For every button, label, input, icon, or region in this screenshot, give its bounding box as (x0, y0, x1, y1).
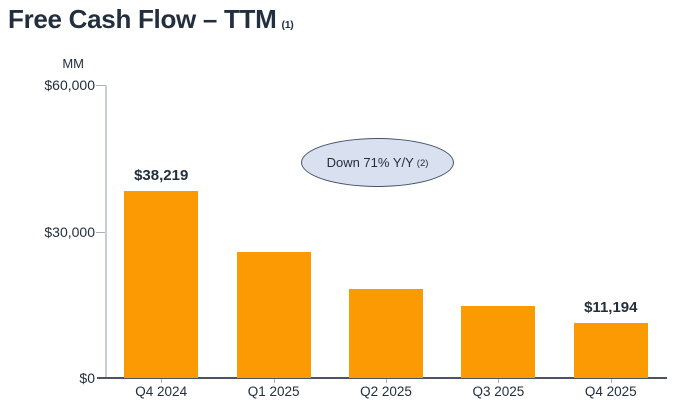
x-category-label: Q4 2025 (584, 384, 637, 399)
bar-q4-2025 (573, 323, 648, 378)
x-category-label: Q1 2025 (247, 384, 300, 399)
bar-q2-2025 (349, 289, 423, 378)
annotation-footnote-marker: (2) (416, 158, 429, 169)
bar-q1-2025 (236, 251, 311, 378)
x-axis-tick (273, 379, 275, 383)
y-axis-tick (96, 85, 105, 86)
x-axis-tick (161, 379, 163, 383)
bar-q4-2024 (124, 191, 199, 378)
annotation-text: Down 71% Y/Y (326, 155, 414, 170)
x-axis-line (97, 377, 667, 379)
x-category-label: Q2 2025 (360, 384, 412, 399)
y-axis-tick (96, 231, 105, 233)
title-footnote-marker: (1) (281, 19, 294, 31)
bar-value-label: $11,194 (584, 299, 638, 317)
bar-value-label: $38,219 (134, 167, 189, 185)
x-axis-tick (386, 379, 387, 383)
chart-title: Free Cash Flow – TTM (1) (8, 4, 294, 35)
bar-q3-2025 (461, 305, 536, 378)
x-axis-tick (610, 379, 612, 383)
y-tick-label: $30,000 (44, 223, 95, 240)
y-axis-line (105, 85, 107, 378)
y-axis-unit-label: MM (62, 56, 84, 71)
x-axis-tick (498, 379, 500, 383)
y-tick-label: $0 (79, 370, 95, 386)
annotation-ellipse: Down 71% Y/Y (2) (301, 138, 454, 187)
x-category-label: Q4 2024 (135, 384, 188, 399)
x-category-label: Q3 2025 (472, 384, 525, 399)
y-tick-label: $60,000 (44, 77, 95, 93)
chart-title-text: Free Cash Flow – TTM (8, 4, 277, 34)
